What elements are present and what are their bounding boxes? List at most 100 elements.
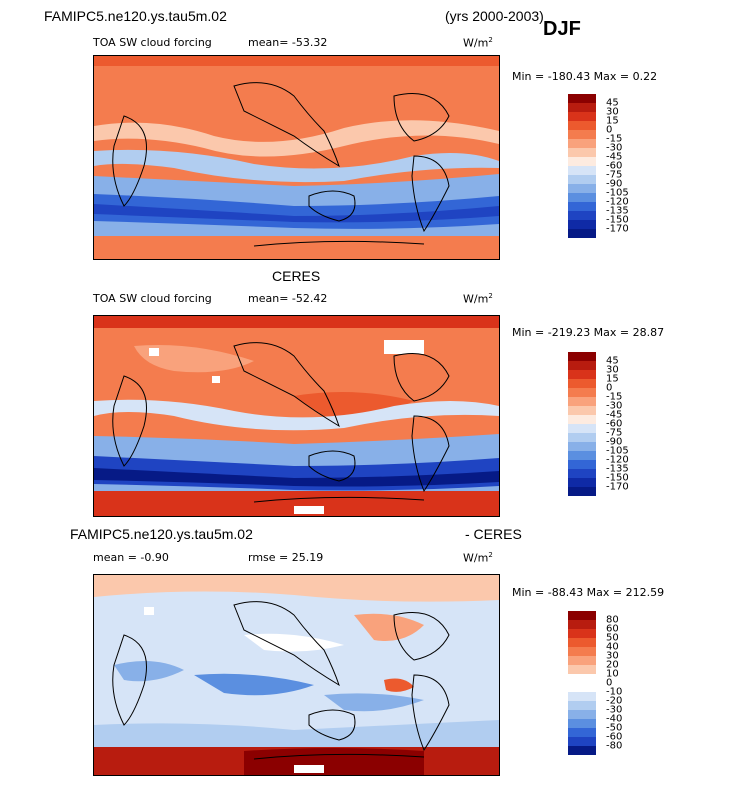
panel3-swatch <box>568 701 596 710</box>
panel2-swatch <box>568 379 596 388</box>
panel3-swatch <box>568 746 596 755</box>
panel2-map <box>93 315 500 517</box>
years-label: (yrs 2000-2003) <box>445 8 544 24</box>
panel3-swatch <box>568 692 596 701</box>
panel3-swatch <box>568 719 596 728</box>
panel3-swatch <box>568 665 596 674</box>
panel3-swatch <box>568 737 596 746</box>
panel3-swatch <box>568 638 596 647</box>
panel3-swatch <box>568 647 596 656</box>
panel1-minmax: Min = -180.43 Max = 0.22 <box>512 70 658 83</box>
colorbar-label: -75 <box>606 169 623 181</box>
colorbar-label: 15 <box>606 115 619 127</box>
panel3-heading-right: - CERES <box>465 526 522 542</box>
colorbar-label: -10 <box>606 686 623 698</box>
colorbar-label: -45 <box>606 151 623 163</box>
panel1-swatch <box>568 157 596 166</box>
panel2-units: W/m2 <box>463 292 493 306</box>
colorbar-label: -15 <box>606 391 623 403</box>
colorbar-label: 10 <box>606 668 619 680</box>
colorbar-label: -50 <box>606 722 623 734</box>
panel1-swatch <box>568 202 596 211</box>
panel1-mean: mean= -53.32 <box>248 36 328 49</box>
panel2-swatch <box>568 460 596 469</box>
season-label: DJF <box>543 18 581 40</box>
panel1-map <box>93 55 500 260</box>
panel3-map <box>93 574 500 776</box>
colorbar-label: -90 <box>606 436 623 448</box>
colorbar-label: 45 <box>606 97 619 109</box>
colorbar-label: -30 <box>606 142 623 154</box>
colorbar-label: -105 <box>606 445 629 457</box>
colorbar-label: -105 <box>606 187 629 199</box>
colorbar-label: 0 <box>606 677 613 689</box>
panel3-swatch <box>568 728 596 737</box>
colorbar-label: -170 <box>606 481 629 493</box>
panel2-heading: CERES <box>272 268 321 284</box>
panel2-swatch <box>568 433 596 442</box>
colorbar-label: -30 <box>606 400 623 412</box>
panel1-swatch <box>568 166 596 175</box>
colorbar-label: -45 <box>606 409 623 421</box>
panel2-swatch <box>568 370 596 379</box>
colorbar-label: 30 <box>606 364 619 376</box>
colorbar-label: -135 <box>606 463 629 475</box>
colorbar-label: -20 <box>606 695 623 707</box>
colorbar-label: -75 <box>606 427 623 439</box>
panel3-heading-left: FAMIPC5.ne120.ys.tau5m.02 <box>70 526 253 542</box>
panel2-swatch <box>568 406 596 415</box>
colorbar-label: 40 <box>606 641 619 653</box>
colorbar-label: 0 <box>606 382 613 394</box>
panel3-units: W/m2 <box>463 551 493 565</box>
panel1-swatch <box>568 220 596 229</box>
panel2-title: TOA SW cloud forcing <box>93 292 212 305</box>
panel2-swatch <box>568 388 596 397</box>
panel2-swatch <box>568 352 596 361</box>
panel1-swatch <box>568 121 596 130</box>
panel3-swatch <box>568 710 596 719</box>
colorbar-label: 0 <box>606 124 613 136</box>
panel3-swatch <box>568 620 596 629</box>
colorbar-label: 30 <box>606 650 619 662</box>
panel2-swatch <box>568 469 596 478</box>
panel2-swatch <box>568 424 596 433</box>
panel1-units: W/m2 <box>463 36 493 50</box>
colorbar-label: 30 <box>606 106 619 118</box>
panel1-swatch <box>568 211 596 220</box>
panel1-swatch <box>568 139 596 148</box>
panel2-swatch <box>568 442 596 451</box>
panel3-minmax: Min = -88.43 Max = 212.59 <box>512 586 665 599</box>
panel1-title: TOA SW cloud forcing <box>93 36 212 49</box>
panel2-swatch <box>568 415 596 424</box>
colorbar-label: -170 <box>606 223 629 235</box>
colorbar-label: 50 <box>606 632 619 644</box>
colorbar-label: -80 <box>606 740 623 752</box>
panel2-colorbar: 45 30 15 0 -15 -30 -45 -60 -75 -90 -105 … <box>568 352 629 496</box>
colorbar-label: -135 <box>606 205 629 217</box>
panel1-colorbar: 45 30 15 0 -15 -30 -45 -60 -75 -90 -105 … <box>568 94 629 238</box>
colorbar-label: -150 <box>606 214 629 226</box>
panel3-swatch <box>568 611 596 620</box>
panel1-swatch <box>568 94 596 103</box>
panel2-swatch <box>568 478 596 487</box>
panel1-swatch <box>568 112 596 121</box>
colorbar-label: -40 <box>606 713 623 725</box>
panel3-mean: mean = -0.90 <box>93 551 169 564</box>
colorbar-label: 15 <box>606 373 619 385</box>
panel1-swatch <box>568 130 596 139</box>
panel1-swatch <box>568 193 596 202</box>
panel1-swatch <box>568 184 596 193</box>
panel1-swatch <box>568 229 596 238</box>
panel3-swatch <box>568 674 596 683</box>
panel2-swatch <box>568 487 596 496</box>
colorbar-label: -90 <box>606 178 623 190</box>
panel2-swatch <box>568 397 596 406</box>
panel1-swatch <box>568 175 596 184</box>
colorbar-label: -120 <box>606 454 629 466</box>
panel1-swatch <box>568 103 596 112</box>
colorbar-label: -60 <box>606 418 623 430</box>
colorbar-label: -60 <box>606 731 623 743</box>
case-name: FAMIPC5.ne120.ys.tau5m.02 <box>44 8 227 24</box>
panel3-rmse: rmse = 25.19 <box>248 551 324 564</box>
colorbar-label: 80 <box>606 614 619 626</box>
